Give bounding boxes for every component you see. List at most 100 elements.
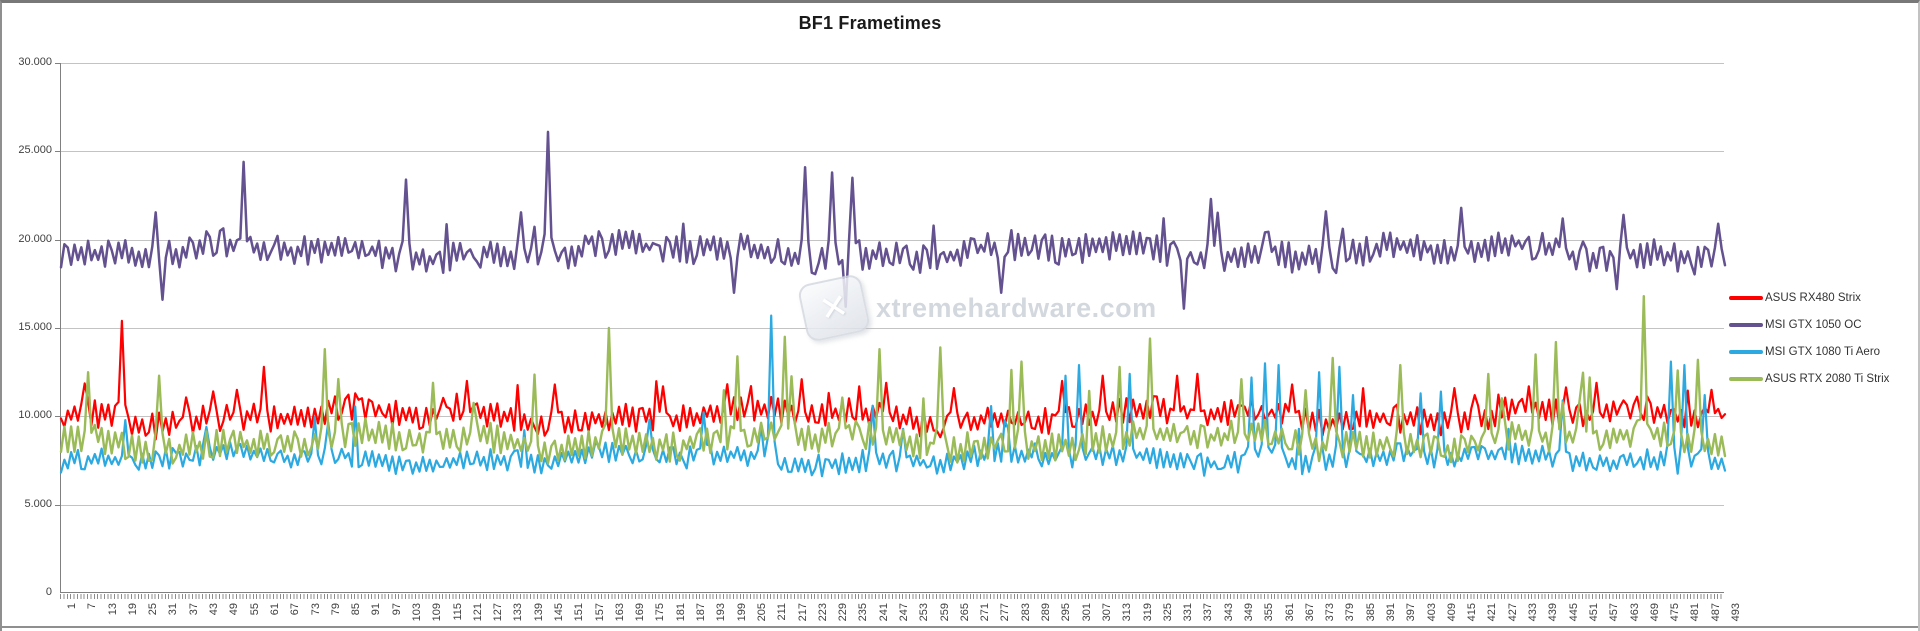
x-tick-label: 331: [1182, 603, 1195, 622]
x-tick-label: 283: [1019, 603, 1032, 622]
legend-item: MSI GTX 1050 OC: [1729, 319, 1889, 331]
x-tick-label: 265: [958, 603, 971, 622]
x-tick-label: 61: [268, 603, 281, 616]
x-tick-label: 241: [877, 603, 890, 622]
x-tick-label: 355: [1263, 603, 1276, 622]
x-tick-label: 7: [86, 603, 99, 610]
x-tick-label: 385: [1364, 603, 1377, 622]
gridline: [61, 504, 1724, 506]
x-tick-label: 307: [1100, 603, 1113, 622]
x-tick-label: 115: [451, 603, 464, 621]
x-tick-label: 487: [1709, 603, 1722, 622]
x-tick-label: 55: [248, 603, 261, 616]
x-tick-label: 223: [816, 603, 829, 622]
y-tick-label: 15.000: [18, 321, 52, 333]
y-tick-label: 10.000: [18, 409, 52, 421]
x-tick-label: 193: [715, 603, 728, 622]
x-tick-label: 73: [309, 603, 322, 616]
x-tick-label: 373: [1324, 603, 1337, 622]
x-tick-label: 109: [431, 603, 444, 622]
x-tick-label: 277: [999, 603, 1012, 622]
y-axis-tick-mark: [55, 63, 61, 64]
x-tick-label: 259: [938, 603, 951, 622]
x-tick-label: 25: [147, 603, 160, 616]
series-line-msi-gtx-1080-ti-aero: [59, 314, 1727, 478]
x-tick-label: 139: [532, 603, 545, 622]
x-tick-label: 253: [918, 603, 931, 622]
x-tick-label: 217: [796, 603, 809, 622]
x-tick-label: 325: [1161, 603, 1174, 622]
x-tick-label: 205: [755, 603, 768, 622]
x-tick-label: 469: [1648, 603, 1661, 622]
x-tick-label: 397: [1405, 603, 1418, 622]
legend-label: ASUS RX480 Strix: [1765, 292, 1861, 304]
x-tick-label: 37: [187, 603, 200, 616]
x-tick-label: 379: [1344, 603, 1357, 622]
y-tick-label: 30.000: [18, 56, 52, 68]
gridline: [61, 328, 1724, 329]
x-tick-label: 271: [979, 603, 992, 622]
x-tick-label: 85: [350, 603, 363, 616]
series-lines: [59, 130, 1727, 478]
x-tick-label: 451: [1587, 603, 1600, 622]
x-tick-label: 391: [1385, 603, 1398, 622]
x-tick-label: 463: [1628, 603, 1641, 622]
x-tick-label: 493: [1730, 603, 1742, 622]
legend-label: MSI GTX 1050 OC: [1765, 319, 1862, 331]
x-tick-label: 445: [1567, 603, 1580, 622]
x-tick-label: 19: [126, 603, 139, 616]
y-tick-label: 5.000: [24, 498, 52, 510]
x-tick-label: 235: [857, 603, 870, 622]
y-axis-tick-mark: [55, 416, 61, 418]
y-axis-tick-mark: [55, 504, 61, 506]
legend-item: ASUS RTX 2080 Ti Strix: [1729, 373, 1889, 385]
legend-swatch-line: [1729, 350, 1763, 354]
x-tick-label: 199: [735, 603, 748, 622]
x-tick-label: 409: [1445, 603, 1458, 622]
legend-swatch-line: [1729, 296, 1763, 300]
x-tick-label: 151: [573, 603, 586, 622]
legend-item: MSI GTX 1080 Ti Aero: [1729, 346, 1889, 358]
window-bottom-border: [2, 626, 1918, 628]
x-tick-label: 481: [1689, 603, 1702, 622]
x-tick-label: 1: [66, 603, 78, 610]
x-tick-label: 31: [167, 603, 180, 616]
x-tick-label: 187: [695, 603, 708, 622]
x-tick-label: 169: [634, 603, 647, 622]
x-tick-label: 475: [1669, 603, 1682, 622]
x-tick-label: 421: [1486, 603, 1499, 622]
x-tick-label: 121: [471, 603, 484, 622]
x-tick-label: 439: [1547, 603, 1560, 622]
series-line-asus-rtx-2080-ti-strix: [59, 295, 1727, 465]
x-tick-label: 49: [228, 603, 241, 616]
legend-swatch-line: [1729, 377, 1763, 381]
y-axis-tick-mark: [55, 328, 61, 329]
x-tick-label: 367: [1303, 603, 1316, 622]
x-tick-label: 415: [1466, 603, 1479, 622]
x-tick-label: 157: [593, 603, 606, 622]
x-tick-label: 427: [1506, 603, 1519, 622]
x-tick-label: 295: [1060, 603, 1073, 622]
x-tick-label: 103: [410, 603, 423, 622]
x-tick-label: 319: [1141, 603, 1154, 622]
gridline: [61, 151, 1724, 153]
series-line-msi-gtx-1050-oc: [59, 130, 1727, 310]
x-tick-label: 175: [654, 603, 667, 622]
x-tick-label: 97: [390, 603, 403, 616]
x-tick-label: 163: [613, 603, 626, 622]
plot-area: [55, 63, 1727, 593]
y-tick-label: 0: [45, 586, 52, 598]
x-tick-label: 43: [208, 603, 221, 616]
gridline: [61, 239, 1724, 241]
x-tick-label: 313: [1121, 603, 1134, 622]
x-tick-label: 229: [837, 603, 850, 622]
x-tick-label: 181: [674, 603, 687, 622]
x-tick-label: 13: [106, 603, 119, 616]
legend-item: ASUS RX480 Strix: [1729, 292, 1889, 304]
series-line-asus-rx480-strix: [59, 319, 1727, 441]
x-tick-label: 301: [1080, 603, 1093, 622]
x-tick-label: 133: [512, 603, 525, 622]
x-tick-label: 433: [1527, 603, 1540, 622]
x-tick-label: 211: [776, 603, 789, 621]
